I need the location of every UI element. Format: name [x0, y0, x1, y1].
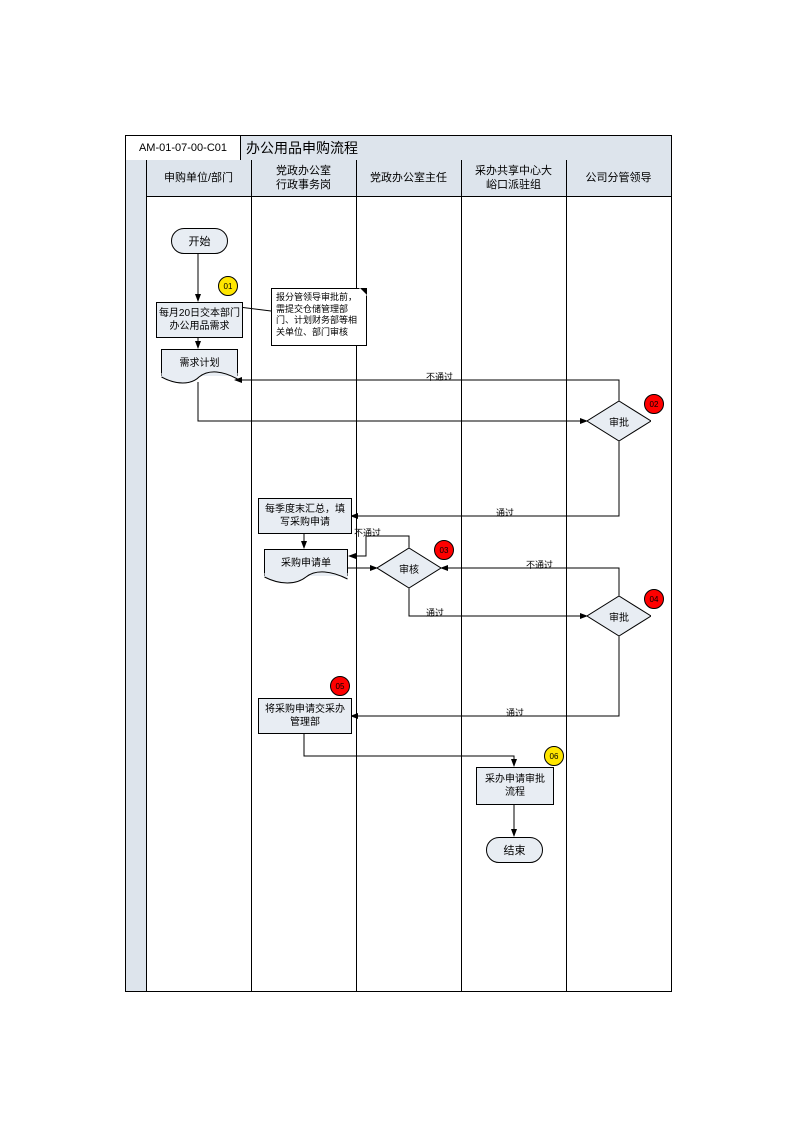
doc-title: 办公用品申购流程 [246, 136, 358, 160]
lane-header: 党政办公室 行政事务岗 [251, 160, 356, 196]
document-wave [161, 373, 238, 385]
decision-label: 审批 [587, 596, 651, 636]
doc-code: AM-01-07-00-C01 [126, 136, 241, 160]
title-row: AM-01-07-00-C01 办公用品申购流程 [126, 136, 671, 161]
subprocess-procurement-approval: 采办申请审批 流程 [476, 767, 554, 805]
start-terminator: 开始 [171, 228, 228, 254]
decision-review: 审核 [377, 548, 441, 588]
step-badge-02: 02 [644, 394, 664, 414]
step-badge-05: 05 [330, 676, 350, 696]
process-quarterly-summary: 每季度末汇总，填 写采购申请 [258, 498, 352, 534]
lane-header: 公司分管领导 [566, 160, 671, 196]
process-send-to-procurement: 将采购申请交采办 管理部 [258, 698, 352, 734]
step-badge-06: 06 [544, 746, 564, 766]
process-submit-demand: 每月20日交本部门 办公用品需求 [156, 302, 243, 338]
document-wave [264, 573, 348, 585]
end-terminator: 结束 [486, 837, 543, 863]
edge-label-fail: 不通过 [354, 526, 381, 539]
edge-label-pass: 通过 [506, 706, 524, 719]
edge-label-fail: 不通过 [526, 558, 553, 571]
lane-header: 采办共享中心大 峪口派驻组 [461, 160, 566, 196]
lane-header: 申购单位/部门 [146, 160, 251, 196]
document-purchase-request: 采购申请单 [264, 549, 348, 576]
step-badge-01: 01 [218, 276, 238, 296]
step-badge-04: 04 [644, 589, 664, 609]
flowchart-frame: AM-01-07-00-C01 办公用品申购流程 申购单位/部门 党政办公室 行… [125, 135, 672, 992]
decision-label: 审批 [587, 401, 651, 441]
edge-label-pass: 通过 [496, 506, 514, 519]
edge-label-fail: 不通过 [426, 370, 453, 383]
document-demand-plan: 需求计划 [161, 349, 238, 376]
step-badge-03: 03 [434, 540, 454, 560]
annotation-note: 报分管领导审批前，需提交仓储管理部门、计划财务部等相关单位、部门审核 [271, 288, 367, 346]
decision-label: 审核 [377, 548, 441, 588]
page: AM-01-07-00-C01 办公用品申购流程 申购单位/部门 党政办公室 行… [0, 0, 793, 1122]
edge-label-pass: 通过 [426, 606, 444, 619]
decision-approval-1: 审批 [587, 401, 651, 441]
decision-approval-2: 审批 [587, 596, 651, 636]
flow-body: 开始 01 每月20日交本部门 办公用品需求 报分管领导审批前，需提交仓储管理部… [126, 196, 671, 991]
lane-header: 党政办公室主任 [356, 160, 461, 196]
lane-header-row: 申购单位/部门 党政办公室 行政事务岗 党政办公室主任 采办共享中心大 峪口派驻… [126, 160, 671, 197]
